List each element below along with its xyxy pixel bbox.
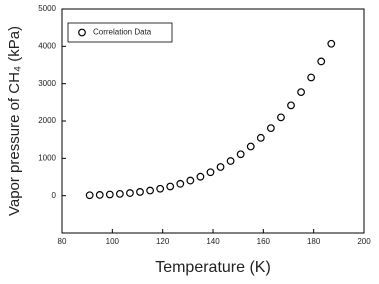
data-point [196, 172, 205, 181]
data-point [105, 190, 114, 199]
data-point [216, 163, 225, 171]
y-tick-label: 0 [52, 191, 57, 200]
data-point [246, 142, 255, 151]
data-point [236, 150, 245, 159]
legend-label: Correlation Data [93, 28, 152, 37]
data-point [186, 176, 195, 185]
data-point [226, 157, 235, 165]
plot-frame [61, 8, 365, 234]
data-point [176, 179, 185, 188]
data-point [126, 189, 134, 197]
y-tick-label: 3000 [38, 79, 56, 88]
data-point [256, 133, 265, 142]
data-point [206, 168, 215, 177]
data-point [277, 113, 285, 122]
y-axis-label: Vapor pressure of CH₄ (kPa) [6, 26, 23, 216]
y-tick-label: 4000 [38, 41, 56, 50]
x-tick-label: 120 [156, 237, 170, 246]
data-point [85, 191, 94, 200]
y-tick-label: 2000 [38, 116, 56, 125]
data-point [136, 188, 144, 196]
x-axis-label: Temperature (K) [155, 259, 271, 276]
data-point [115, 189, 124, 198]
data-point [287, 101, 295, 110]
x-tick-label: 100 [106, 237, 120, 246]
y-tick-label: 1000 [38, 153, 56, 162]
data-point [327, 39, 336, 48]
data-point [307, 73, 316, 82]
data-point [146, 186, 154, 195]
x-tick-label: 180 [307, 237, 321, 246]
y-tick-label: 5000 [38, 4, 56, 13]
legend-marker [78, 28, 86, 37]
data-point [156, 184, 165, 193]
x-tick-label: 160 [257, 237, 271, 246]
data-point [95, 191, 104, 199]
x-tick-label: 200 [357, 237, 371, 246]
data-point [297, 88, 305, 97]
legend-box [67, 22, 173, 43]
data-point [166, 182, 175, 191]
data-point [317, 57, 326, 66]
data-point [266, 124, 275, 133]
x-tick-label: 80 [58, 237, 67, 246]
x-tick-label: 140 [206, 237, 220, 246]
